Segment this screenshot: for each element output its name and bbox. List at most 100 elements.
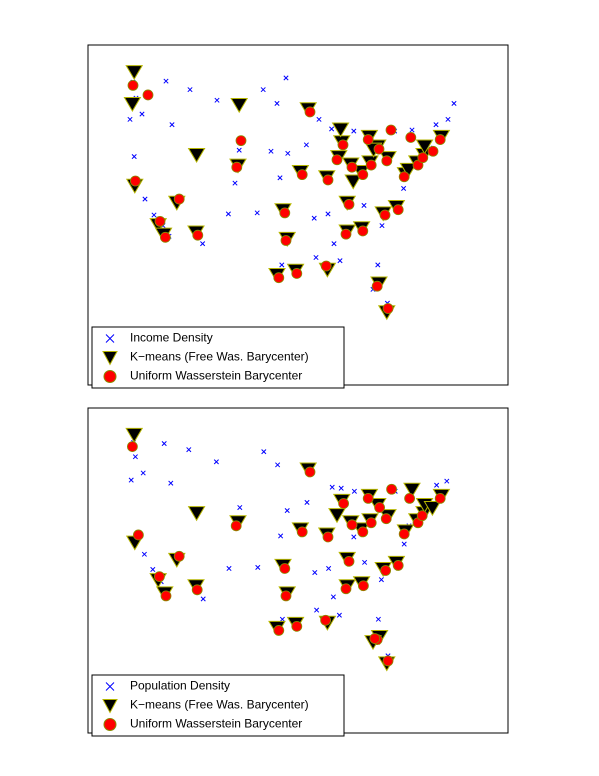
density-point xyxy=(237,504,243,511)
density-point xyxy=(401,541,407,547)
barycenter-marker xyxy=(153,571,165,582)
barycenter-marker xyxy=(346,161,358,173)
barycenter-marker xyxy=(343,555,355,567)
barycenter-marker xyxy=(373,143,385,155)
density-point xyxy=(200,596,206,602)
kmeans-marker xyxy=(187,147,206,164)
density-point xyxy=(279,262,285,268)
density-point xyxy=(200,241,206,247)
density-point xyxy=(214,97,220,103)
barycenter-marker xyxy=(365,517,377,529)
density-point xyxy=(401,185,407,191)
barycenter-marker xyxy=(320,614,332,626)
density-point xyxy=(225,211,231,217)
density-point xyxy=(312,569,318,576)
kmeans-marker xyxy=(328,508,346,524)
barycenter-marker xyxy=(417,152,429,164)
legend-symbol xyxy=(105,334,115,343)
barycenter-marker xyxy=(398,528,410,540)
density-point xyxy=(186,447,192,453)
barycenter-marker xyxy=(322,531,334,543)
density-point xyxy=(375,262,381,268)
barycenter-marker xyxy=(159,231,171,243)
density-point xyxy=(285,150,291,156)
density-point xyxy=(316,116,322,122)
barycenter-marker xyxy=(416,510,428,522)
legend-symbol xyxy=(102,351,118,366)
density-point xyxy=(275,462,281,468)
barycenter-marker xyxy=(357,526,369,538)
kmeans-marker xyxy=(399,162,418,178)
barycenter-marker xyxy=(357,169,369,181)
barycenter-marker xyxy=(427,145,439,157)
kmeans-marker xyxy=(344,174,363,190)
density-point xyxy=(131,154,137,160)
kmeans-marker xyxy=(415,139,434,155)
density-point xyxy=(128,477,134,483)
density-point xyxy=(330,594,336,600)
density-point xyxy=(375,616,381,622)
density-point xyxy=(279,616,285,622)
barycenter-marker xyxy=(191,584,203,596)
density-point xyxy=(142,196,148,202)
barycenter-marker xyxy=(273,272,285,284)
barycenter-marker xyxy=(343,198,355,210)
barycenter-marker xyxy=(273,625,285,636)
barycenter-marker xyxy=(154,215,166,227)
density-point xyxy=(163,78,169,84)
barycenter-marker xyxy=(392,560,404,571)
legend-label: Uniform Wasserstein Barycenter xyxy=(130,717,302,731)
density-point xyxy=(337,258,343,264)
barycenter-marker xyxy=(340,228,352,240)
density-point xyxy=(213,459,219,465)
barycenter-marker xyxy=(296,526,308,538)
barycenter-marker xyxy=(386,483,398,495)
density-point xyxy=(236,147,242,153)
density-point xyxy=(284,508,290,514)
legend-label: Income Density xyxy=(130,331,213,345)
density-point xyxy=(325,211,331,217)
legend-box xyxy=(91,674,345,737)
barycenter-marker xyxy=(235,135,247,147)
density-point xyxy=(278,533,284,539)
barycenter-marker xyxy=(346,519,358,531)
barycenter-marker xyxy=(231,161,243,173)
barycenter-marker xyxy=(173,193,185,205)
density-point xyxy=(141,551,147,557)
barycenter-marker xyxy=(230,520,242,532)
density-point xyxy=(326,565,332,572)
barycenter-marker xyxy=(382,303,394,314)
barycenter-marker xyxy=(279,563,291,574)
density-point xyxy=(161,440,167,447)
barycenter-marker xyxy=(304,466,316,478)
density-point xyxy=(409,127,415,133)
legend-box xyxy=(91,326,345,389)
barycenter-marker xyxy=(280,590,292,602)
barycenter-marker xyxy=(142,89,154,101)
density-point xyxy=(451,100,457,106)
density-point xyxy=(445,116,451,122)
density-point xyxy=(169,122,175,128)
barycenter-marker xyxy=(320,260,332,272)
kmeans-marker xyxy=(230,98,249,114)
density-point xyxy=(311,215,317,221)
barycenter-marker xyxy=(160,590,172,602)
barycenter-marker xyxy=(192,229,204,241)
density-point xyxy=(151,212,157,218)
barycenter-marker xyxy=(382,655,394,667)
density-point xyxy=(362,559,368,565)
density-point xyxy=(351,534,357,540)
density-point xyxy=(168,480,174,486)
density-point xyxy=(274,100,280,106)
density-point xyxy=(433,122,439,128)
barycenter-marker xyxy=(365,159,377,171)
barycenter-marker xyxy=(404,492,416,504)
density-point xyxy=(338,485,344,491)
barycenter-marker xyxy=(338,498,350,509)
barycenter-marker xyxy=(405,132,417,143)
density-point xyxy=(226,565,232,572)
density-point xyxy=(268,148,274,154)
barycenter-marker xyxy=(340,583,352,595)
legend-symbol xyxy=(102,699,118,714)
